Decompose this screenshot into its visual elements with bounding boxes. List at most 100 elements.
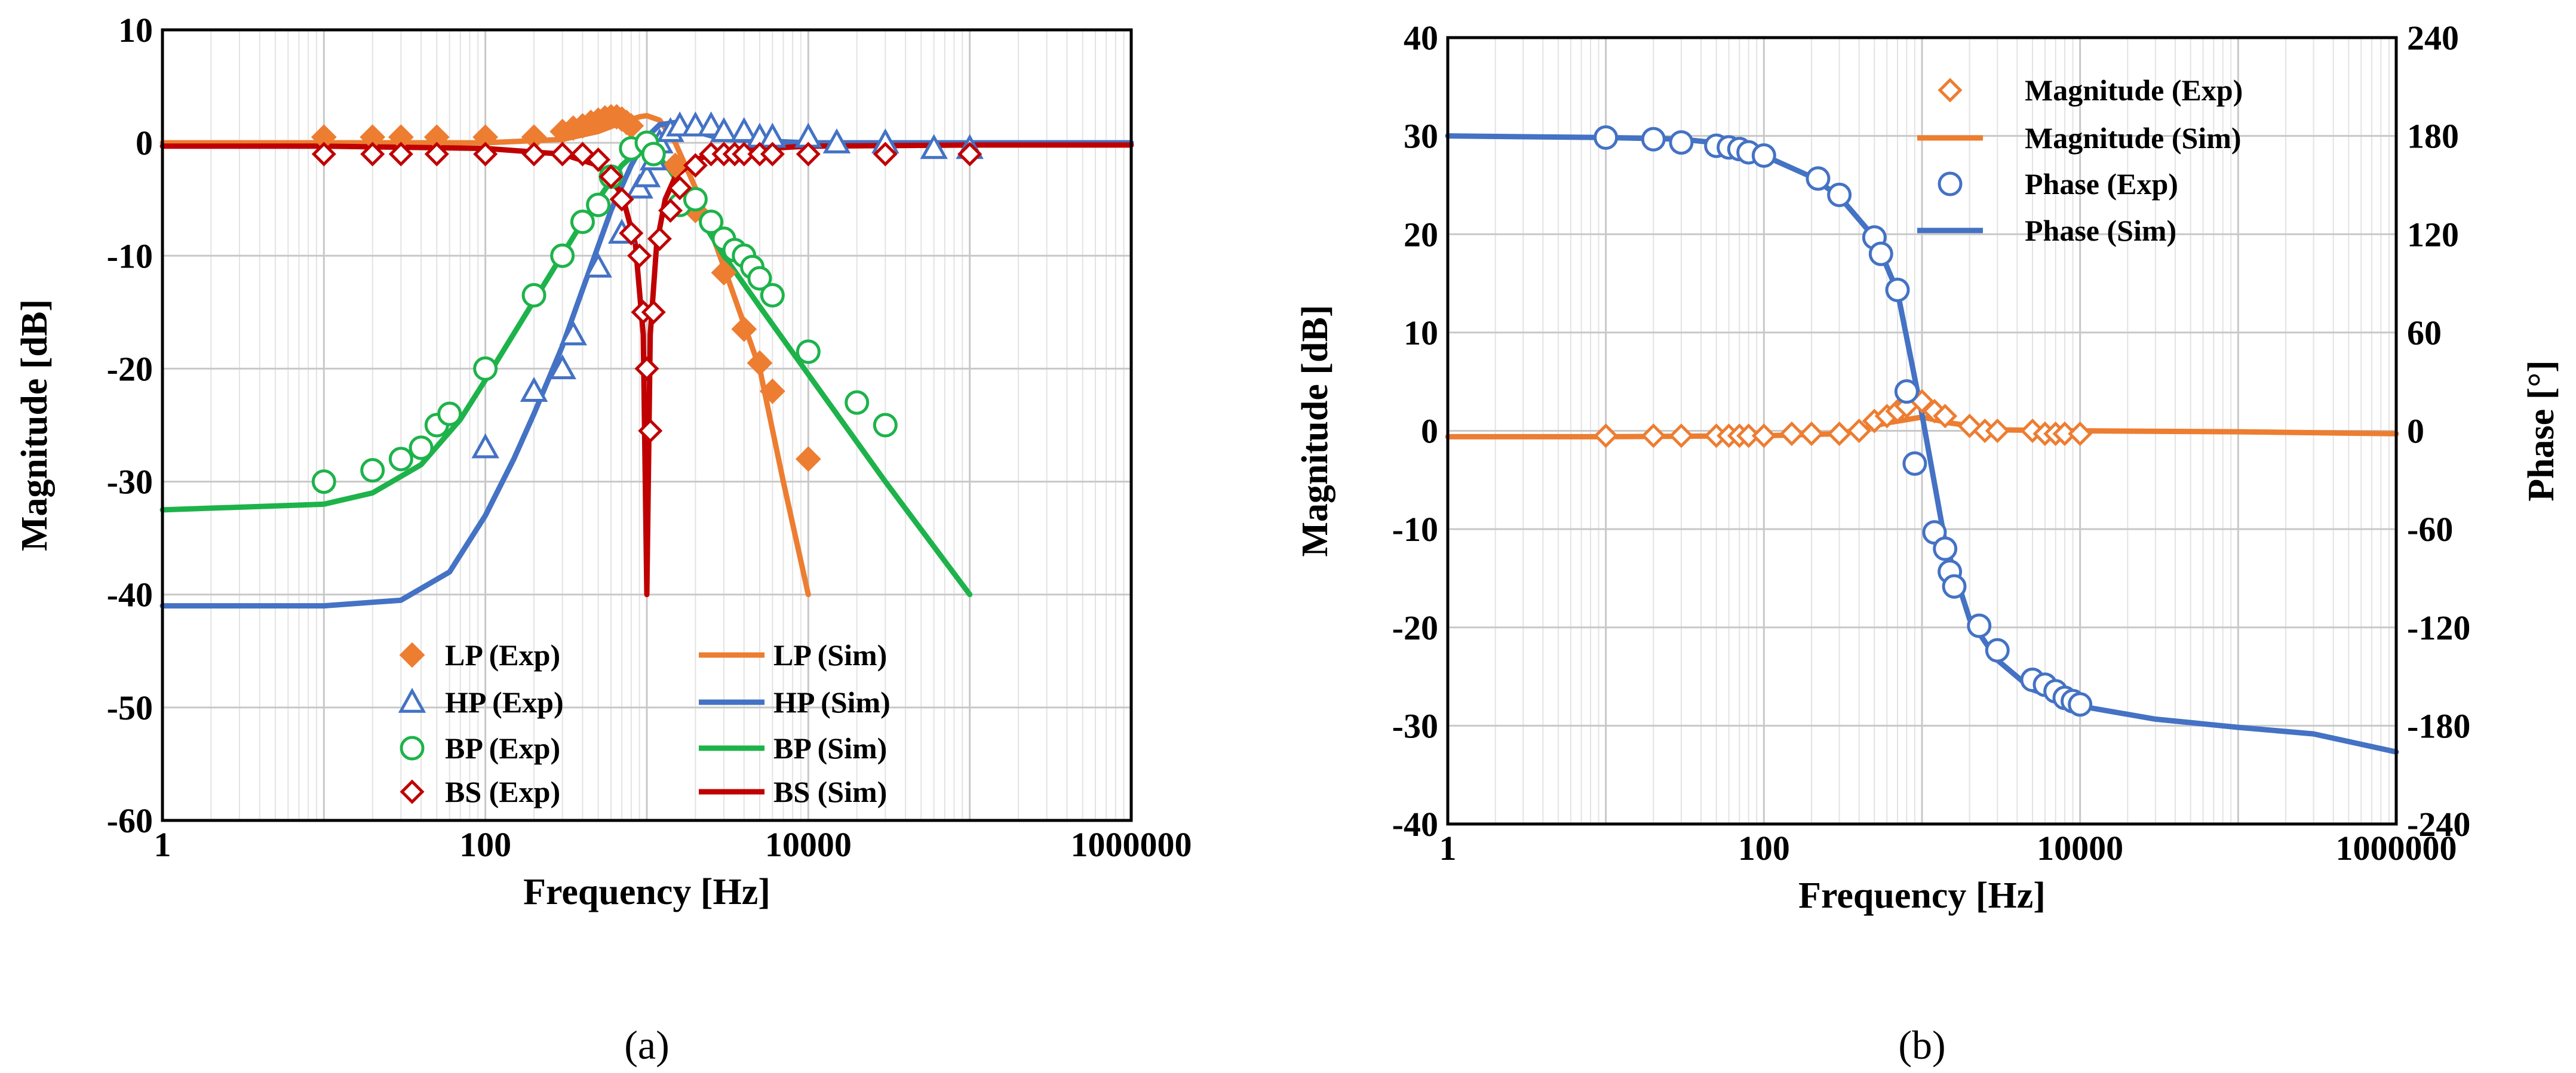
legend-item-bp-sim: BP (Sim) — [699, 731, 887, 765]
data-point-bp-exp — [473, 356, 498, 381]
legend-swatch-marker — [1938, 78, 1963, 103]
grid-lines — [1447, 38, 2396, 824]
data-point-magnitude-exp — [1751, 423, 1776, 448]
y-tick-label: 10 — [1404, 313, 1438, 352]
data-point-lp-exp — [747, 350, 773, 376]
data-point-bp-exp — [550, 243, 575, 268]
data-point-lp-exp — [759, 378, 785, 404]
data-point-phase-exp — [1933, 536, 1958, 561]
exp-markers — [1594, 125, 2093, 717]
data-point-magnitude-exp — [1827, 421, 1852, 446]
legend-swatch-marker — [398, 687, 426, 713]
y2-axis-label: Phase [°] — [2521, 360, 2562, 502]
data-point-phase-exp — [1967, 613, 1992, 638]
data-point-magnitude-exp — [1799, 421, 1824, 446]
x-tick-label: 1 — [154, 825, 171, 864]
data-point-bs-exp — [586, 147, 611, 173]
y-tick-label: -30 — [1392, 706, 1438, 745]
data-point-bp-exp — [699, 210, 724, 235]
data-point-bp-exp — [683, 187, 708, 212]
data-point-bs-exp — [796, 142, 821, 167]
data-point-phase-exp — [2068, 692, 2093, 717]
y-tick-label: 0 — [1421, 412, 1438, 451]
data-point-bs-exp — [619, 220, 644, 245]
y2-tick-label: 120 — [2407, 215, 2459, 254]
data-point-bp-exp — [360, 458, 385, 483]
data-point-bp-exp — [586, 192, 611, 217]
legend-item-magnitude-exp: Magnitude (Exp) — [1938, 73, 2243, 107]
series-line-bp-sim — [159, 140, 973, 598]
legend-label: LP (Exp) — [445, 638, 560, 672]
y2-tick-label: -60 — [2407, 510, 2453, 549]
data-point-lp-exp — [795, 446, 821, 472]
legend-item-lp-sim: LP (Sim) — [699, 638, 887, 672]
y2-tick-label: -180 — [2407, 706, 2470, 745]
plot-frame — [161, 28, 1133, 822]
tick-labels: 1 100 10000 1000000 -60 -50 -40 -30 -20 -10 0 10 — [107, 11, 1192, 864]
legend-label: HP (Sim) — [773, 685, 891, 719]
data-point-lp-exp — [662, 152, 689, 179]
plot-frame — [1446, 36, 2398, 826]
legend-item-bs-sim: BS (Sim) — [699, 775, 887, 808]
y2-tick-label: 0 — [2407, 412, 2424, 451]
x-tick-label: 100 — [459, 825, 511, 864]
data-point-magnitude-exp — [1933, 404, 1958, 429]
data-point-bs-exp — [550, 142, 575, 167]
legend-item-hp-exp: HP (Exp) — [398, 685, 564, 719]
legend-item-hp-sim: HP (Sim) — [699, 685, 891, 719]
x-tick-label: 1000000 — [2336, 829, 2457, 868]
y-axis-label: Magnitude [dB] — [1295, 305, 1335, 557]
data-point-bp-exp — [388, 447, 413, 472]
data-point-magnitude-exp — [1779, 421, 1804, 446]
data-point-bs-exp — [424, 142, 449, 167]
data-point-phase-exp — [1902, 451, 1927, 476]
data-point-hp-exp — [633, 162, 661, 187]
y-tick-label: 40 — [1404, 19, 1438, 57]
data-point-bp-exp — [311, 469, 336, 494]
data-point-phase-exp — [1669, 130, 1694, 155]
tick-labels: 1 100 10000 1000000 -40 -30 -20 -10 0 10 20 30 40 -24… — [1392, 19, 2471, 868]
data-point-bs-exp — [638, 418, 663, 443]
data-point-bp-exp — [570, 210, 595, 235]
data-point-hp-exp — [559, 320, 587, 346]
data-point-bp-exp — [521, 282, 546, 308]
legend-swatch-marker — [400, 736, 425, 761]
data-point-bp-exp — [641, 142, 666, 167]
x-axis-label: Frequency [Hz] — [523, 872, 770, 912]
data-point-lp-exp — [711, 260, 737, 286]
y-tick-label: -50 — [107, 688, 153, 727]
legend-item-bs-exp: BS (Exp) — [400, 775, 560, 808]
data-point-bs-exp — [658, 198, 683, 223]
y-tick-label: -20 — [107, 349, 153, 388]
x-tick-label: 1000000 — [1071, 825, 1192, 864]
data-point-phase-exp — [1751, 143, 1776, 168]
x-tick-label: 10000 — [2037, 829, 2123, 868]
data-point-hp-exp — [822, 128, 851, 153]
exp-markers — [311, 104, 984, 494]
data-point-bs-exp — [634, 356, 659, 381]
y2-tick-label: -120 — [2407, 608, 2470, 647]
data-point-bs-exp — [360, 142, 385, 167]
legend-swatch-marker — [400, 779, 425, 804]
data-point-phase-exp — [1942, 574, 1967, 599]
data-point-hp-exp — [584, 253, 612, 278]
x-tick-label: 1 — [1439, 829, 1457, 868]
legend-label: BP (Exp) — [445, 731, 560, 765]
y-tick-label: 30 — [1404, 117, 1438, 156]
data-point-phase-exp — [1827, 182, 1852, 207]
legend-label: BS (Sim) — [773, 775, 887, 808]
data-point-hp-exp — [730, 117, 759, 142]
y2-tick-label: 180 — [2407, 117, 2459, 156]
data-point-phase-exp — [1985, 638, 2010, 663]
data-point-magnitude-exp — [1985, 418, 2010, 444]
data-point-bp-exp — [873, 413, 898, 438]
data-point-phase-exp — [1641, 127, 1666, 152]
legend-swatch-marker — [399, 642, 425, 668]
legend-item-lp-exp: LP (Exp) — [399, 638, 560, 672]
data-point-bs-exp — [667, 176, 692, 201]
y-tick-label: -10 — [1392, 510, 1438, 549]
data-point-bs-exp — [598, 164, 624, 189]
y-axis-label: Magnitude [dB] — [14, 299, 55, 551]
y2-tick-label: 240 — [2407, 19, 2459, 57]
